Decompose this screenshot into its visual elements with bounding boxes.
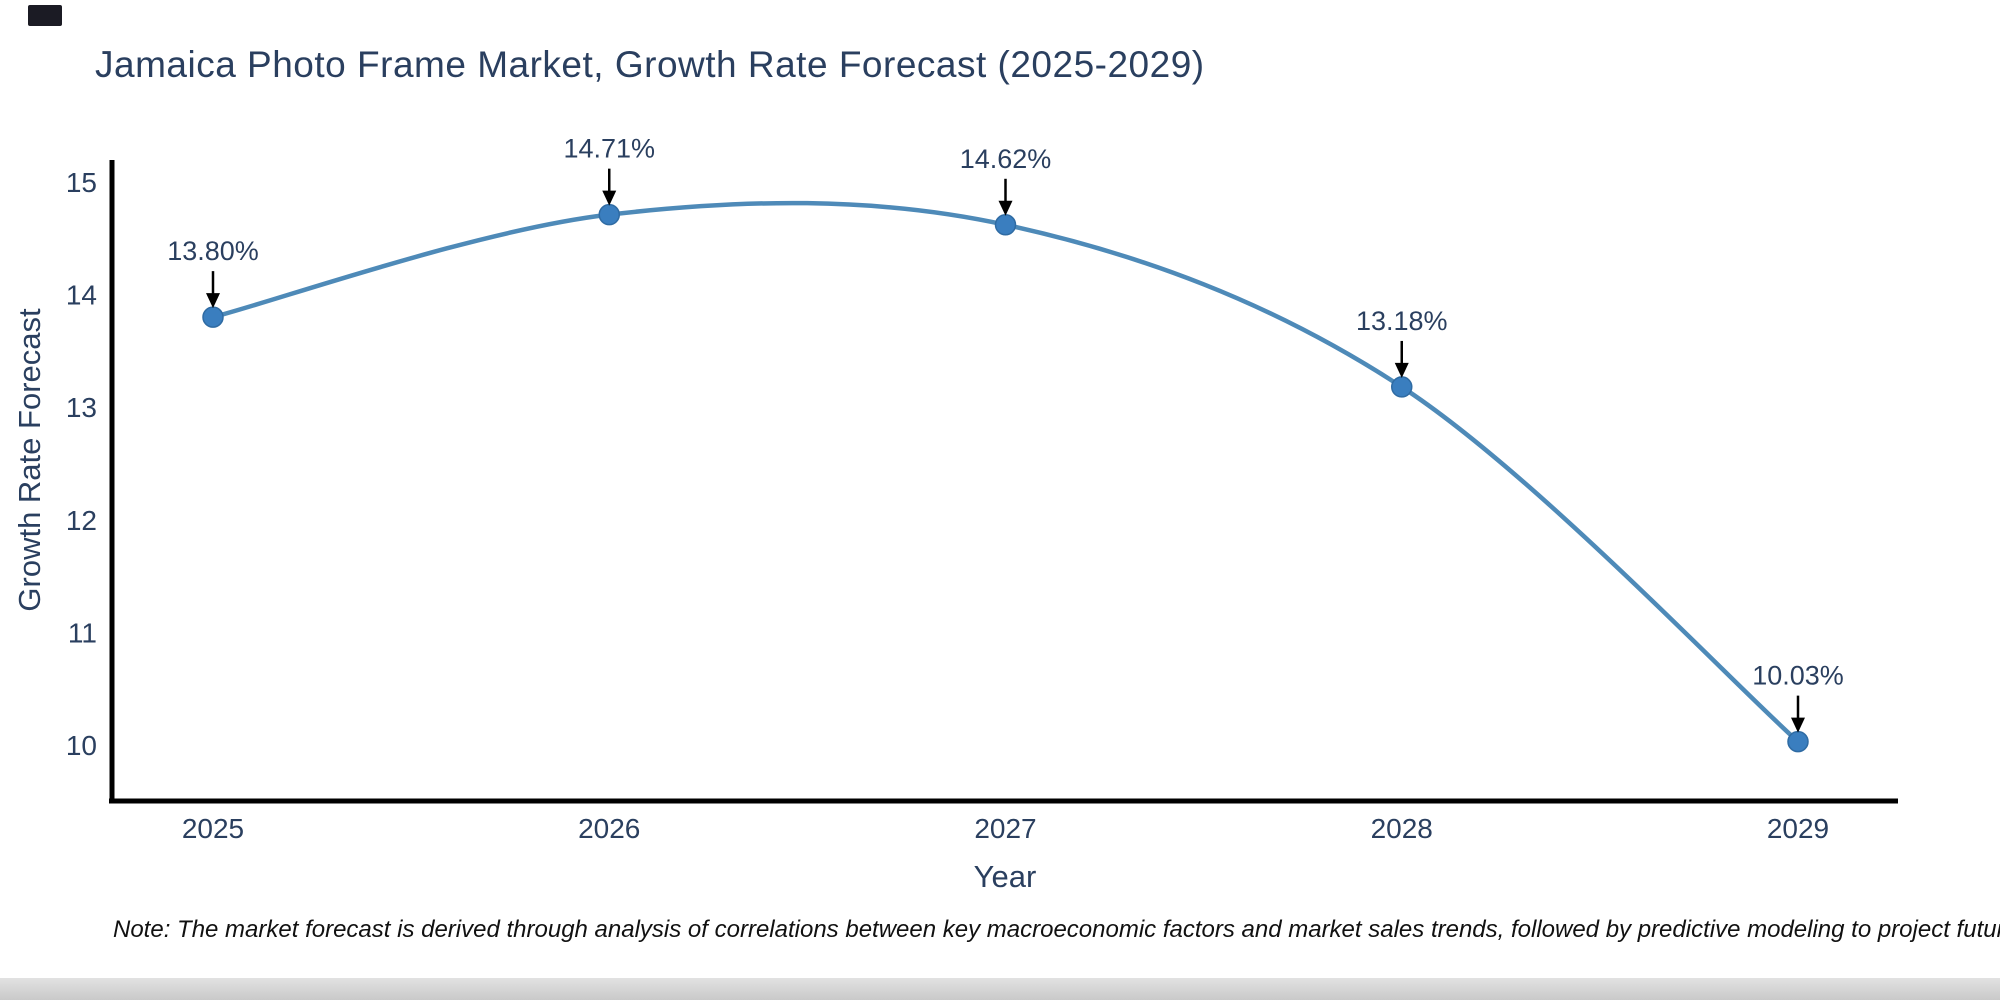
footnote: Note: The market forecast is derived thr… [113,916,2000,943]
data-point-marker [994,214,1017,236]
data-point-marker [598,203,620,226]
annotation-arrowhead-icon [1791,717,1805,733]
y-tick-label: 13 [66,392,97,423]
chart-title: Jamaica Photo Frame Market, Growth Rate … [95,44,1205,85]
data-point-marker [1787,730,1809,753]
forecast-line [210,200,1801,744]
point-label: 10.03% [1752,661,1844,691]
point-label: 13.18% [1356,306,1448,336]
point-label: 14.62% [960,144,1052,174]
x-tick-label: 2029 [1767,813,1829,844]
y-tick-label: 10 [66,730,97,761]
x-tick-label: 2027 [974,813,1036,844]
data-point-marker [1391,376,1413,398]
x-tick-label: 2025 [182,813,244,844]
data-point-marker [202,306,224,328]
y-tick-label: 12 [66,505,97,536]
annotation-arrowhead-icon [1394,362,1409,378]
y-tick-label: 15 [66,167,97,198]
annotation-arrowhead-icon [206,293,220,309]
annotation-arrowhead-icon [602,190,617,206]
point-label: 13.80% [167,236,259,266]
point-label: 14.71% [563,134,655,164]
y-tick-label: 11 [68,617,97,648]
x-tick-label: 2026 [578,813,640,844]
x-axis-title: Year [973,859,1037,894]
y-tick-label: 14 [66,280,97,311]
annotation-arrowhead-icon [998,200,1013,216]
bottom-edge-strip [0,978,2000,1000]
window-artifact [28,5,62,26]
x-tick-label: 2028 [1371,813,1433,844]
